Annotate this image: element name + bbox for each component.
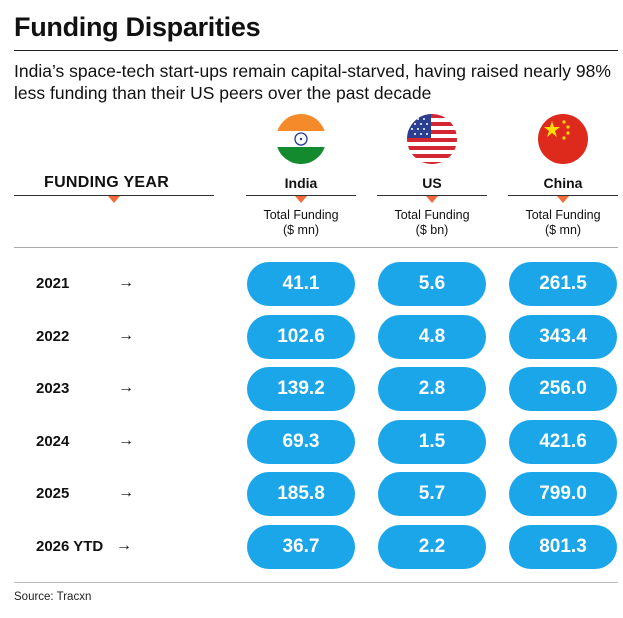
china-unit-line1: Total Funding <box>525 208 601 222</box>
title-divider <box>14 50 618 51</box>
value-pill-us: 5.7 <box>378 472 486 516</box>
arrow-right-icon: → <box>118 327 134 344</box>
year-label: 2021 <box>36 275 70 292</box>
source-note: Source: Tracxn <box>14 591 92 603</box>
arrow-right-icon: → <box>118 274 134 291</box>
year-header-rule <box>14 195 214 196</box>
year-pointer-icon <box>108 196 120 203</box>
column-name-china: China <box>543 175 583 191</box>
china-unit-label: Total Funding ($ mn) <box>508 208 618 238</box>
value-pill-india: 102.6 <box>247 315 355 359</box>
value-pill-india: 185.8 <box>247 472 355 516</box>
china-header-rule <box>508 195 618 196</box>
funding-year-header: FUNDING YEAR <box>44 174 170 191</box>
value-pill-us: 2.8 <box>378 367 486 411</box>
arrow-right-icon: → <box>118 379 134 396</box>
china-pointer-icon <box>557 196 569 203</box>
value-pill-china: 799.0 <box>509 472 617 516</box>
us-unit-label: Total Funding ($ bn) <box>377 208 487 238</box>
china-unit-line2: ($ mn) <box>544 223 582 237</box>
value-pill-china: 343.4 <box>509 315 617 359</box>
india-header-rule <box>246 195 356 196</box>
india-flag-icon <box>276 114 326 164</box>
chart-title: Funding Disparities <box>14 12 261 42</box>
year-label: 2026 YTD <box>36 538 104 555</box>
year-label: 2022 <box>36 328 70 345</box>
india-unit-line2: ($ mn) <box>282 223 320 237</box>
us-unit-line2: ($ bn) <box>415 223 449 237</box>
china-flag-icon <box>538 114 588 164</box>
value-pill-india: 69.3 <box>247 420 355 464</box>
value-pill-us: 4.8 <box>378 315 486 359</box>
header-divider <box>14 247 618 248</box>
value-pill-india: 139.2 <box>247 367 355 411</box>
us-flag-icon <box>407 114 457 164</box>
year-label: 2023 <box>36 380 70 397</box>
value-pill-china: 801.3 <box>509 525 617 569</box>
us-unit-line1: Total Funding <box>394 208 470 222</box>
column-name-us: US <box>422 175 442 191</box>
india-unit-label: Total Funding ($ mn) <box>246 208 356 238</box>
value-pill-india: 41.1 <box>247 262 355 306</box>
chart-subtitle: India’s space-tech start-ups remain capi… <box>14 61 611 103</box>
us-header-rule <box>377 195 487 196</box>
us-pointer-icon <box>426 196 438 203</box>
value-pill-china: 256.0 <box>509 367 617 411</box>
value-pill-china: 421.6 <box>509 420 617 464</box>
india-unit-line1: Total Funding <box>263 208 339 222</box>
value-pill-india: 36.7 <box>247 525 355 569</box>
column-name-india: India <box>284 175 318 191</box>
arrow-right-icon: → <box>118 484 134 501</box>
arrow-right-icon: → <box>118 432 134 449</box>
value-pill-us: 5.6 <box>378 262 486 306</box>
arrow-right-icon: → <box>116 537 132 554</box>
value-pill-china: 261.5 <box>509 262 617 306</box>
year-label: 2025 <box>36 485 70 502</box>
value-pill-us: 1.5 <box>378 420 486 464</box>
footer-divider <box>14 582 618 583</box>
year-label: 2024 <box>36 433 70 450</box>
value-pill-us: 2.2 <box>378 525 486 569</box>
india-pointer-icon <box>295 196 307 203</box>
